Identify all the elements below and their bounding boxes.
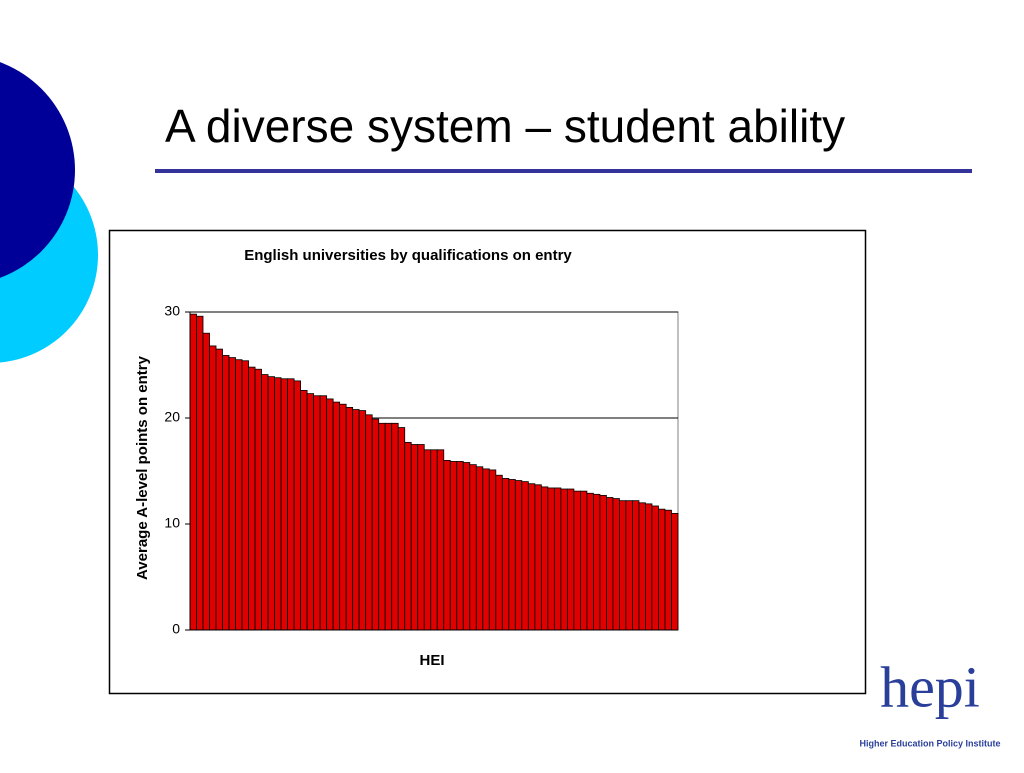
bar [443,459,451,631]
bar [514,480,523,631]
bar [566,488,575,631]
bar [475,466,484,631]
bar [638,502,646,631]
bar [404,441,412,631]
bar [436,449,445,631]
bar [209,345,217,631]
bar [599,494,607,631]
bar [573,490,581,631]
bar [267,376,275,631]
bar [228,357,236,631]
bar [300,390,308,631]
bar [521,481,529,631]
bar [287,378,295,631]
bar [319,395,328,631]
y-axis-label: Average A-level points on entry [134,355,151,580]
bar [280,378,288,631]
bar [547,487,555,631]
bar [274,377,282,631]
bar [345,406,354,631]
bar [586,492,594,631]
bar [293,380,302,631]
bar [384,422,393,631]
bar [645,503,653,631]
bar [332,401,341,631]
bar [235,359,243,631]
bar [378,422,386,631]
logo-caption: Higher Education Policy Institute [859,738,1000,748]
bar [612,498,620,631]
bar [215,348,223,631]
y-tick-label: 10 [164,515,180,531]
bar [469,464,477,631]
bar [365,414,373,631]
bar [593,493,601,631]
bar [397,427,406,631]
bar [410,444,419,631]
bar [482,468,490,631]
bar [456,461,464,631]
bar [352,409,360,631]
bar [501,478,510,631]
y-tick-label: 0 [172,621,180,637]
bar [606,497,614,631]
bar [358,410,367,631]
y-tick-label: 30 [164,303,180,319]
bar [495,474,503,631]
bar [313,395,321,631]
bar [625,500,633,631]
bar [488,469,497,631]
bar [222,355,230,631]
bar [580,490,588,631]
bar [423,449,432,631]
bar [560,488,568,631]
bar [430,449,438,631]
bar [371,418,380,631]
logo-text: hepi [880,654,980,719]
bar [540,486,549,631]
chart-title: English universities by qualifications o… [244,247,572,264]
bar [261,374,269,631]
bar [632,500,640,631]
bar [326,398,334,631]
bar [417,444,425,631]
bar [196,315,204,631]
bar [449,461,458,631]
bar [189,313,197,631]
bar [462,462,471,631]
bar [527,483,536,631]
bar [202,332,210,631]
bar [391,422,399,631]
bar [254,368,262,631]
slide-title: A diverse system – student ability [165,100,845,152]
bar [241,360,249,631]
bar [248,366,256,631]
bar [651,505,659,631]
x-axis-label: HEI [419,652,444,669]
y-tick-label: 20 [164,409,180,425]
bar [658,508,666,631]
bar [508,479,516,631]
bar [671,513,679,631]
bar [306,393,315,631]
plot: 0 10 20 30 [164,303,679,637]
bar [619,500,627,631]
bar [664,509,672,631]
bar [534,484,542,631]
bar [339,403,347,631]
decor-circle [0,62,75,278]
bar [553,487,562,631]
